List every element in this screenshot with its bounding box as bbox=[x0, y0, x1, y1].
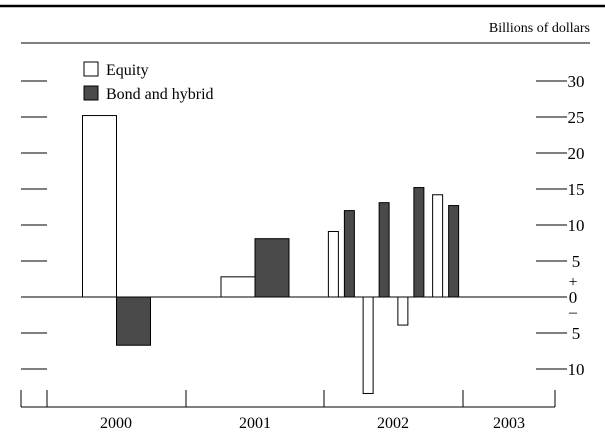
legend-label-1: Bond and hybrid bbox=[106, 86, 214, 103]
y-tick-label: 20 bbox=[568, 144, 585, 163]
x-tick-label-2002: 2002 bbox=[377, 415, 409, 432]
y-tick-label: 10 bbox=[568, 216, 585, 235]
y-tick-label: 15 bbox=[568, 180, 585, 199]
x-tick-label-2003: 2003 bbox=[493, 415, 525, 432]
bar-bond-hybrid-4 bbox=[413, 187, 425, 298]
x-tick-label-2001: 2001 bbox=[239, 415, 271, 432]
y-tick-label: 25 bbox=[568, 108, 585, 127]
bar-bond-hybrid-2 bbox=[343, 210, 355, 298]
bar-equity-2 bbox=[327, 230, 339, 298]
bar-equity-3 bbox=[362, 296, 374, 394]
legend-swatch-0 bbox=[83, 61, 99, 77]
y-tick-label: 10 bbox=[568, 360, 585, 379]
legend-label-0: Equity bbox=[106, 62, 149, 79]
plus-sign: + bbox=[568, 274, 577, 291]
legend-swatch-1 bbox=[83, 85, 99, 101]
bar-bond-hybrid-0 bbox=[116, 296, 151, 346]
y-tick-label: 0 bbox=[569, 288, 578, 307]
bar-bond-hybrid-3 bbox=[378, 202, 390, 298]
bar-equity-0 bbox=[82, 115, 117, 298]
minus-sign: – bbox=[568, 304, 578, 321]
bar-equity-1 bbox=[220, 276, 256, 298]
bar-equity-5 bbox=[432, 194, 444, 298]
bar-bond-hybrid-1 bbox=[254, 238, 290, 298]
x-tick-label-2000: 2000 bbox=[100, 415, 132, 432]
unit-label: Billions of dollars bbox=[489, 21, 590, 36]
bar-equity-4 bbox=[397, 296, 409, 326]
bar-bond-hybrid-5 bbox=[448, 205, 460, 298]
y-tick-label: 5 bbox=[572, 324, 581, 343]
y-tick-label: 30 bbox=[568, 72, 585, 91]
y-tick-label: 5 bbox=[572, 252, 581, 271]
